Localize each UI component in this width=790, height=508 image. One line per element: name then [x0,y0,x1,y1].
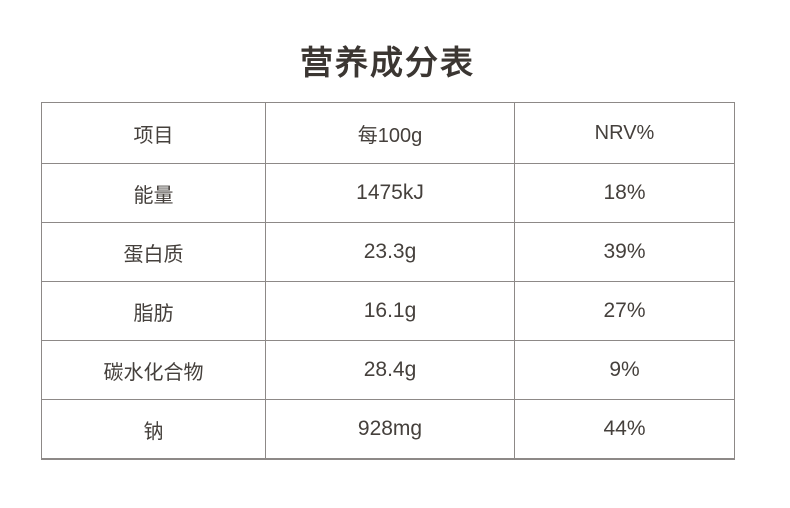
cell-per-100g-value: 28.4g [265,340,515,400]
cell-nrv-value: 39% [514,222,735,282]
cell-nrv-value: 44% [514,399,735,460]
cell-item-name: 碳水化合物 [41,340,266,400]
cell-per-100g-value: 16.1g [265,281,515,341]
cell-nrv-value: 27% [514,281,735,341]
nutrition-table: 项目 每100g NRV% 能量 1475kJ 18% 蛋白质 23.3g 39… [41,102,735,460]
page-title: 营养成分表 [300,44,475,81]
table-header-row: 项目 每100g NRV% [41,102,735,164]
row-sodium: 钠 928mg 44% [41,399,735,460]
row-carbohydrate: 碳水化合物 28.4g 9% [41,340,735,400]
cell-nrv-value: 9% [514,340,735,400]
cell-nrv-value: 18% [514,163,735,223]
cell-per-100g-value: 23.3g [265,222,515,282]
nutrition-label: 营养成分表 项目 每100g NRV% 能量 1475kJ 18% 蛋白质 23… [41,0,735,460]
header-per-100g: 每100g [265,102,515,164]
cell-per-100g-value: 1475kJ [265,163,515,223]
row-fat: 脂肪 16.1g 27% [41,281,735,341]
cell-item-name: 钠 [41,399,266,460]
cell-item-name: 能量 [41,163,266,223]
cell-item-name: 脂肪 [41,281,266,341]
header-item: 项目 [41,102,266,164]
row-protein: 蛋白质 23.3g 39% [41,222,735,282]
cell-per-100g-value: 928mg [265,399,515,460]
header-nrv-percent: NRV% [514,102,735,164]
row-energy: 能量 1475kJ 18% [41,163,735,223]
cell-item-name: 蛋白质 [41,222,266,282]
